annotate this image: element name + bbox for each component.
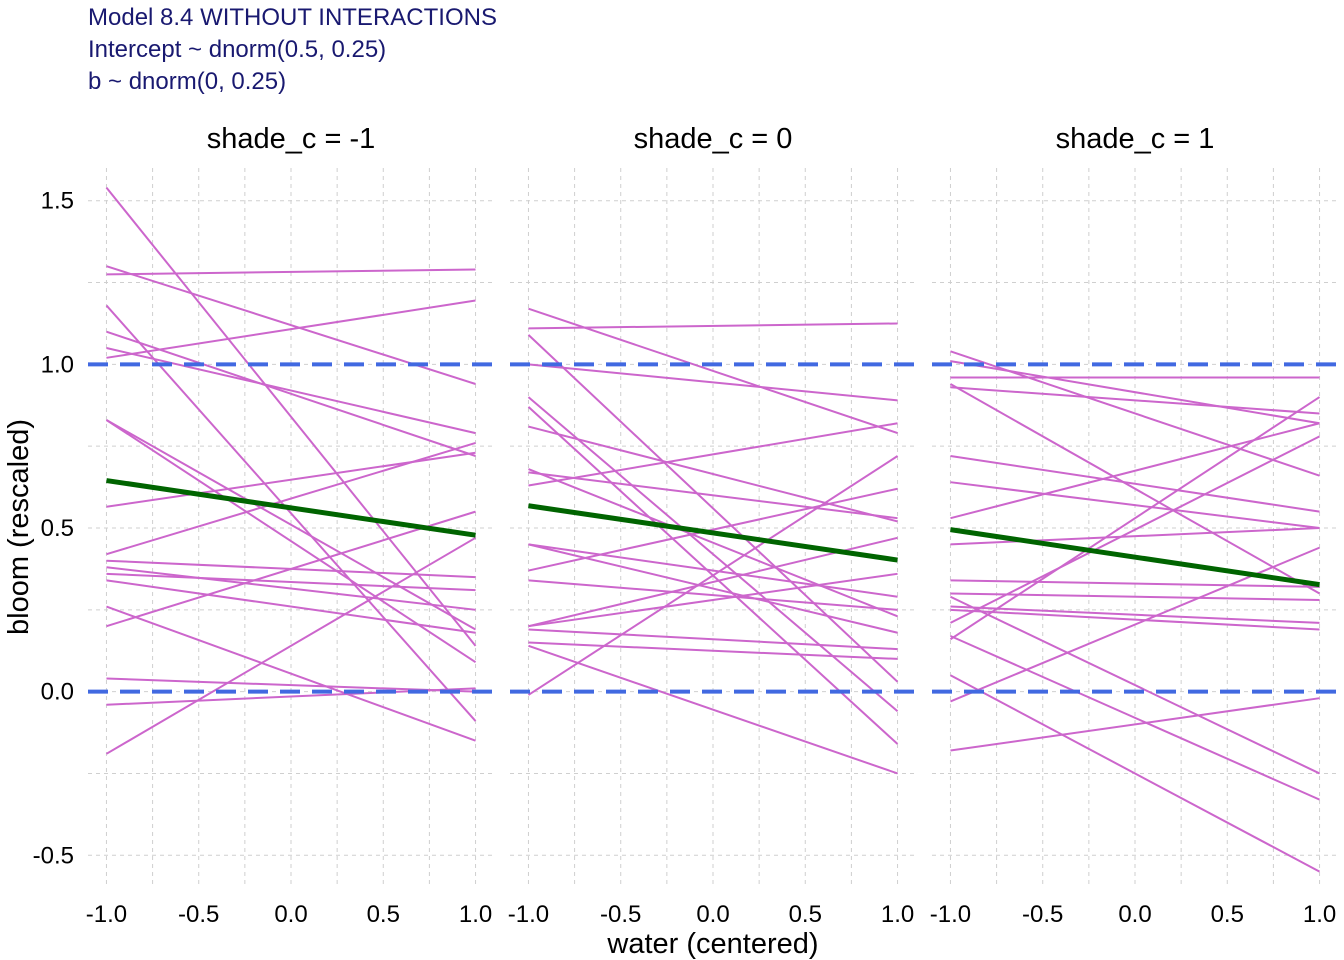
- prior-line: [949, 396, 1321, 641]
- panel-1: shade_c = -1 -1.0 -0.5 0.0 0.5 1.0: [86, 123, 494, 928]
- prior-line: [106, 579, 476, 634]
- prior-line: [528, 579, 898, 611]
- prior-line: [949, 383, 1321, 595]
- prior-line: [106, 268, 476, 276]
- prior-line: [950, 579, 1320, 588]
- x-tick-label: -0.5: [1022, 901, 1063, 928]
- prior-line: [950, 697, 1320, 752]
- prior-line: [528, 487, 898, 572]
- prior-line: [950, 605, 1320, 624]
- prior-line: [528, 422, 898, 487]
- prior-line: [106, 441, 476, 556]
- prior-line: [950, 422, 1320, 520]
- prior-line: [950, 608, 1320, 631]
- x-axis-label: water (centered): [606, 928, 818, 960]
- panels-layer: -0.5 0.0 0.5 1.0 1.5 shade_c = -1 -1.0 -0.5 0.0 0…: [33, 123, 1338, 928]
- prior-line: [528, 543, 898, 598]
- x-tick-label: 0.5: [789, 901, 822, 928]
- x-tick-label: 0.0: [696, 901, 729, 928]
- prior-line: [106, 572, 476, 592]
- prior-line: [528, 471, 898, 520]
- prior-line: [950, 635, 1320, 801]
- prior-line: [105, 304, 477, 722]
- prior-line: [106, 299, 476, 359]
- prior-line: [105, 419, 477, 631]
- panel-strip-label: shade_c = -1: [207, 123, 375, 155]
- x-tick-label: 0.0: [274, 901, 307, 928]
- mean-line: [528, 503, 898, 563]
- prior-line: [949, 674, 1321, 873]
- chart-title: Model 8.4 WITHOUT INTERACTIONS Intercept…: [88, 2, 497, 98]
- prior-line: [950, 481, 1320, 529]
- x-tick-label: -1.0: [86, 901, 127, 928]
- y-tick-label: 1.0: [41, 351, 74, 378]
- prior-line: [950, 386, 1320, 415]
- prior-line: [105, 187, 477, 647]
- chart-title-line-3: b ~ dnorm(0, 0.25): [88, 68, 287, 95]
- chart-title-line-2: Intercept ~ dnorm(0.5, 0.25): [88, 36, 387, 63]
- mean-line: [950, 527, 1320, 588]
- prior-line: [528, 628, 898, 651]
- mean-line: [106, 478, 476, 538]
- x-tick-label: -1.0: [930, 901, 971, 928]
- y-axis-label: bloom (rescaled): [3, 419, 35, 635]
- y-tick-label: 1.5: [41, 188, 74, 215]
- x-tick-label: 1.0: [881, 901, 914, 928]
- panel-strip-label: shade_c = 1: [1056, 123, 1215, 155]
- prior-line: [528, 425, 898, 523]
- prior-line: [528, 644, 898, 775]
- prior-line: [106, 566, 476, 611]
- prior-line: [950, 360, 1320, 425]
- prior-line: [106, 510, 476, 628]
- prior-line: [527, 396, 899, 713]
- y-tick-label: 0.5: [41, 515, 74, 542]
- prior-line: [528, 322, 898, 330]
- prior-line: [527, 334, 899, 683]
- prior-line: [528, 641, 898, 660]
- x-tick-label: 0.5: [367, 901, 400, 928]
- prior-line: [105, 536, 477, 755]
- chart-title-line-1: Model 8.4 WITHOUT INTERACTIONS: [88, 4, 497, 31]
- y-tick-label: -0.5: [33, 842, 74, 869]
- y-tick-label: 0.0: [41, 679, 74, 706]
- panel-3: shade_c = 1 -1.0 -0.5 0.0 0.5 1.0: [930, 123, 1338, 928]
- prior-line: [106, 330, 476, 457]
- prior-line: [106, 605, 476, 742]
- prior-line: [106, 677, 476, 693]
- x-tick-label: 0.5: [1211, 901, 1244, 928]
- prior-line: [950, 595, 1320, 775]
- x-tick-label: 0.0: [1118, 901, 1151, 928]
- prior-line: [950, 455, 1320, 513]
- prior-line: [528, 468, 898, 618]
- x-tick-label: -1.0: [508, 901, 549, 928]
- x-tick-label: -0.5: [600, 901, 641, 928]
- prior-line: [528, 307, 898, 435]
- x-tick-label: -0.5: [178, 901, 219, 928]
- prior-line: [528, 543, 898, 634]
- prior-line: [950, 435, 1320, 624]
- prior-line: [950, 592, 1320, 601]
- panel-strip-label: shade_c = 0: [634, 123, 793, 155]
- prior-line: [106, 347, 476, 435]
- x-tick-label: 1.0: [1303, 901, 1336, 928]
- prior-line: [950, 527, 1320, 546]
- prior-line: [105, 419, 477, 664]
- x-tick-label: 1.0: [459, 901, 492, 928]
- prior-line: [528, 572, 898, 628]
- panel-2: shade_c = 0 -1.0 -0.5 0.0 0.5 1.0: [508, 123, 916, 928]
- prior-line: [527, 455, 899, 696]
- prior-line: [528, 363, 898, 402]
